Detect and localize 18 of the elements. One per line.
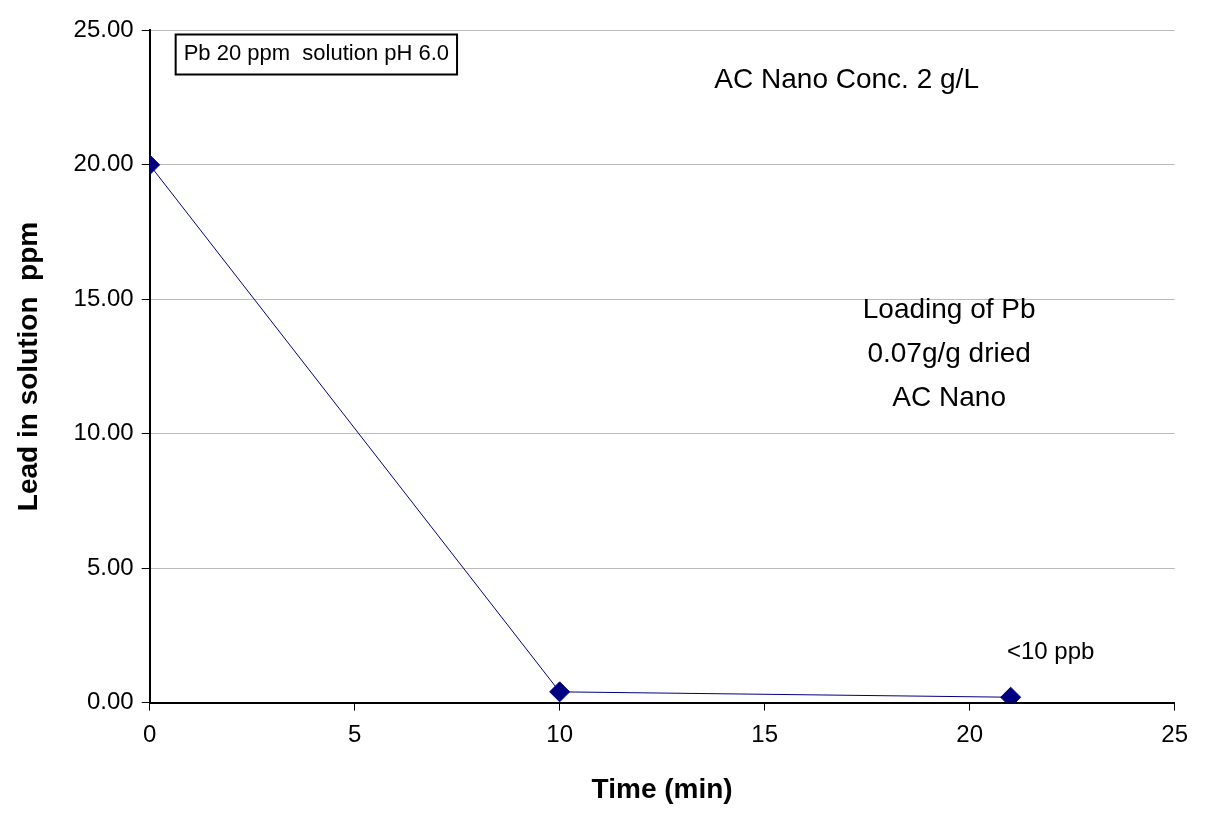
x-tick-label: 0 xyxy=(142,719,157,747)
y-tick-label: 15.00 xyxy=(73,283,134,311)
x-tick-label: 25 xyxy=(1161,719,1188,747)
x-tick-label: 10 xyxy=(546,719,574,747)
y-tick-label: 10.00 xyxy=(73,418,134,446)
x-tick-label: 15 xyxy=(751,719,779,747)
x-tick-label: 20 xyxy=(956,719,984,747)
x-axis-title: Time (min) xyxy=(591,772,733,804)
annotation: Pb 20 ppm solution pH 6.0 xyxy=(183,40,450,66)
y-tick-label: 25.00 xyxy=(73,15,134,43)
y-tick-label: 5.00 xyxy=(86,552,134,580)
y-tick-label: 20.00 xyxy=(73,149,134,177)
y-axis-title: Lead in solution ppm xyxy=(11,221,43,512)
annotation: <10 ppb xyxy=(1006,636,1095,664)
annotation: AC Nano Conc. 2 g/L xyxy=(714,63,979,95)
annotation: Loading of Pb 0.07g/g dried AC Nano xyxy=(862,293,1036,413)
y-tick-label: 0.00 xyxy=(86,687,134,715)
x-tick-label: 5 xyxy=(347,719,362,747)
